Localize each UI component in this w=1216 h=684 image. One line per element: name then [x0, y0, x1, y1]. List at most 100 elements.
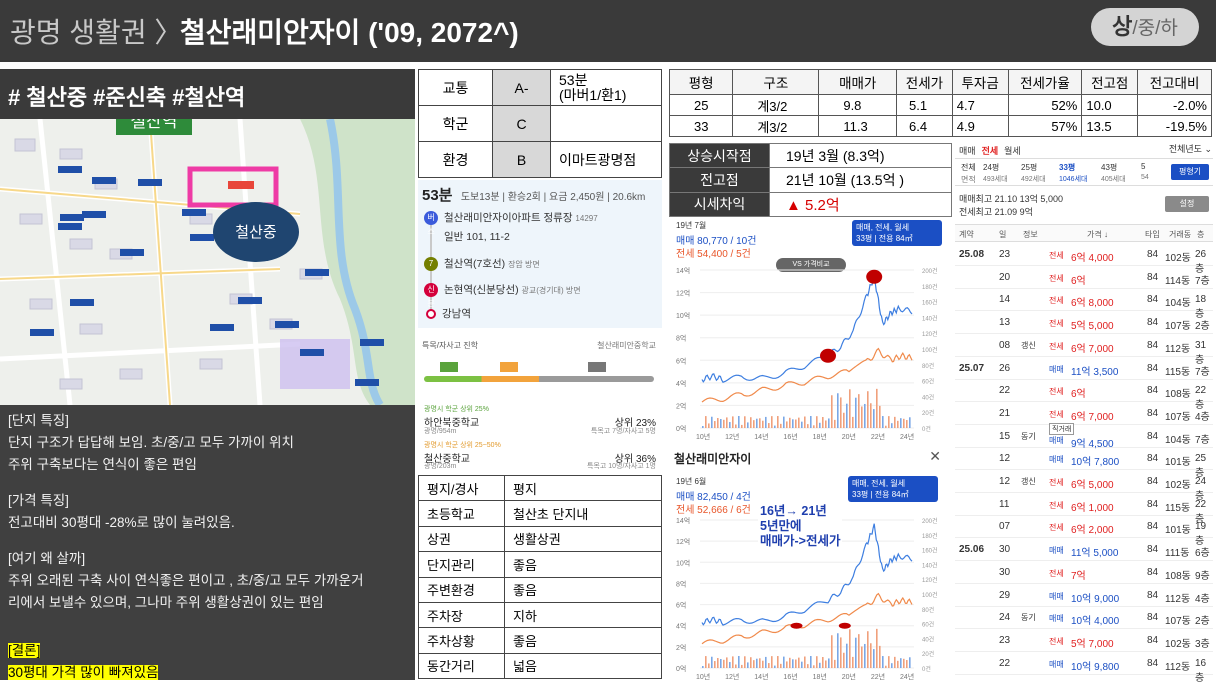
- deal-row[interactable]: 21 전세 6억 7,000 84 107동 4층: [955, 403, 1213, 425]
- deal-row[interactable]: 11 전세 6억 1,000 84 115동 22층: [955, 494, 1213, 525]
- size-all[interactable]: 전체: [961, 163, 976, 172]
- volume-bar: [849, 389, 851, 428]
- deal-row[interactable]: 07 전세 6억 2,000 84 101동 19층: [955, 516, 1213, 547]
- route-summary: 53분 도보13분 | 환승2회 | 요금 2,450원 | 20.6km: [422, 184, 645, 205]
- deal-price: 5억 7,000: [1071, 638, 1114, 650]
- notes-text: 단지 구조가 답답해 보임. 초/중/고 모두 가까이 위치: [8, 435, 294, 450]
- compare-button[interactable]: 평형기: [1171, 164, 1209, 180]
- volume-bar: [906, 420, 908, 428]
- volume-bar: [906, 660, 908, 668]
- stop-sub: 광교(경기대) 방면: [521, 286, 581, 295]
- tab-rent[interactable]: 월세: [1004, 146, 1021, 156]
- close-icon[interactable]: ✕: [929, 448, 941, 464]
- deal-row[interactable]: 22 전세 6억 84 108동 22층: [955, 380, 1213, 411]
- table-row: 초등학교 철산초 단지내: [418, 500, 662, 527]
- table-row: 교통 A- 53분 (마버1/환1): [418, 69, 662, 106]
- volume-bar: [846, 403, 848, 428]
- deal-row[interactable]: 22 매매 10억 9,800 84 112동 16층: [955, 653, 1213, 684]
- map-view[interactable]: 철산역 철산중: [0, 119, 415, 405]
- size-households: 54: [1141, 174, 1149, 181]
- deal-row[interactable]: 29 매매 10억 9,000 84 112동 4층: [955, 585, 1213, 607]
- tab-lease[interactable]: 전세: [981, 146, 999, 156]
- deal-row[interactable]: 23 전세 5억 7,000 84 102동 3층: [955, 630, 1213, 652]
- deal-row[interactable]: 08 갱신 전세 6억 7,000 84 112동 31층: [955, 335, 1213, 366]
- env-detail: [550, 105, 662, 142]
- deal-d: 26: [999, 362, 1011, 374]
- deal-row[interactable]: 25.07 26 매매 11억 3,500 84 115동 7층: [955, 358, 1213, 380]
- size-tab[interactable]: 5: [1141, 162, 1146, 171]
- volume-bar: [909, 417, 911, 428]
- deal-row[interactable]: 24 동기 매매 10억 4,000 84 107동 2층: [955, 607, 1213, 630]
- volume-bar: [735, 424, 737, 428]
- settings-button[interactable]: 설정: [1165, 196, 1209, 212]
- volume-bar: [729, 662, 731, 668]
- deal-row[interactable]: 20 전세 6억 84 114동 7층: [955, 267, 1213, 289]
- deal-fl: 2층: [1195, 616, 1210, 628]
- size-households: 405세대: [1101, 176, 1126, 183]
- deal-d: 23: [999, 634, 1011, 646]
- volume-bar: [762, 660, 764, 668]
- volume-bar: [876, 628, 878, 668]
- cell: 6.4: [896, 115, 953, 137]
- deal-fl: 26층: [1195, 249, 1207, 275]
- deal-type: 84: [1147, 589, 1159, 601]
- deal-kind: 전세: [1049, 296, 1064, 306]
- volume-bar: [882, 416, 884, 428]
- size-tab[interactable]: 33평: [1059, 163, 1076, 172]
- deal-row[interactable]: 25.08 23 전세 6억 4,000 84 102동 26층: [955, 244, 1213, 275]
- chart-date: 19년 6월: [676, 477, 707, 486]
- deal-kind: 전세: [1049, 341, 1064, 351]
- hashtags: # 철산중 #준신축 #철산역: [0, 69, 415, 119]
- route-stop: 7 철산역(7호선) 장암 방면: [424, 256, 540, 272]
- deal-d: 20: [999, 271, 1011, 283]
- hist-label: 상승시작점: [669, 142, 770, 169]
- x-tick-label: 18년: [813, 672, 827, 681]
- sale-price-line: [701, 273, 913, 383]
- deal-info: 갱신: [1021, 477, 1036, 486]
- col-header[interactable]: 가격 ↓: [1087, 230, 1108, 239]
- size-tab[interactable]: 25평: [1021, 163, 1038, 172]
- deal-row[interactable]: 13 전세 5억 5,000 84 107동 2층: [955, 312, 1213, 335]
- deal-row[interactable]: 14 전세 6억 8,000 84 104동 18층: [955, 289, 1213, 320]
- analysis-notes: [단지 특징] 단지 구조가 답답해 보임. 초/중/고 모두 가까이 위치 주…: [0, 405, 415, 680]
- col-header: 구조: [732, 69, 820, 95]
- deal-type: 84: [1147, 407, 1159, 419]
- deal-kind: 전세: [1049, 500, 1064, 510]
- volume-bar: [744, 656, 746, 668]
- school-rank: 상위 36%: [614, 454, 656, 465]
- deal-type: 84: [1147, 521, 1159, 533]
- chart-plot: 14억 12억 10억 8억 6억 4억 2억 0억 200건 180건 160건 140건 120건 1…: [676, 517, 938, 681]
- volume-bar: [804, 656, 806, 668]
- line7-icon: 7: [424, 257, 438, 272]
- volume-bar: [888, 656, 890, 668]
- cell: 계3/2: [732, 115, 820, 137]
- tab-sale[interactable]: 매매: [959, 146, 976, 156]
- deal-d: 14: [999, 294, 1011, 306]
- deal-row[interactable]: 30 전세 7억 84 108동 9층: [955, 562, 1213, 584]
- x-tick-label: 20년: [842, 672, 856, 681]
- x-tick-label: 12년: [725, 432, 739, 441]
- stop-sub: 14297: [575, 214, 598, 223]
- chart-selector[interactable]: 매매, 전세, 월세 33평 | 전용 84㎡: [848, 476, 938, 502]
- vs-compare-button[interactable]: VS 가격비교: [776, 258, 846, 272]
- y-tick-label: 2억: [676, 644, 686, 652]
- chart-selector[interactable]: 매매, 전세, 월세 33평 | 전용 84㎡: [852, 220, 942, 246]
- deal-row[interactable]: 15 동기 매매 9억 4,500 84 104동 7층 직거래: [955, 422, 1213, 450]
- cond-label: 동간거리: [418, 652, 505, 680]
- deal-dong: 102동: [1165, 253, 1191, 264]
- y2-tick-label: 120건: [922, 576, 938, 584]
- deal-kind: 전세: [1049, 387, 1064, 397]
- size-tab[interactable]: 24평: [983, 163, 1000, 172]
- deal-type: 84: [1147, 634, 1159, 646]
- deal-row[interactable]: 12 갱신 전세 6억 5,000 84 102동 24층: [955, 471, 1213, 502]
- deal-price: 10억 4,000: [1071, 616, 1120, 628]
- y2-tick-label: 180건: [922, 532, 938, 540]
- year-filter[interactable]: 전체년도 ⌄: [1168, 144, 1212, 154]
- col-header: 평형: [668, 69, 734, 95]
- volume-bar: [720, 659, 722, 668]
- volume-bar: [864, 643, 866, 668]
- deal-row[interactable]: 12 매매 10억 7,800 84 101동 25층: [955, 448, 1213, 479]
- size-tab[interactable]: 43평: [1101, 163, 1118, 172]
- deal-row[interactable]: 25.06 30 매매 11억 5,000 84 111동 6층: [955, 539, 1213, 562]
- volume-bar: [711, 656, 713, 668]
